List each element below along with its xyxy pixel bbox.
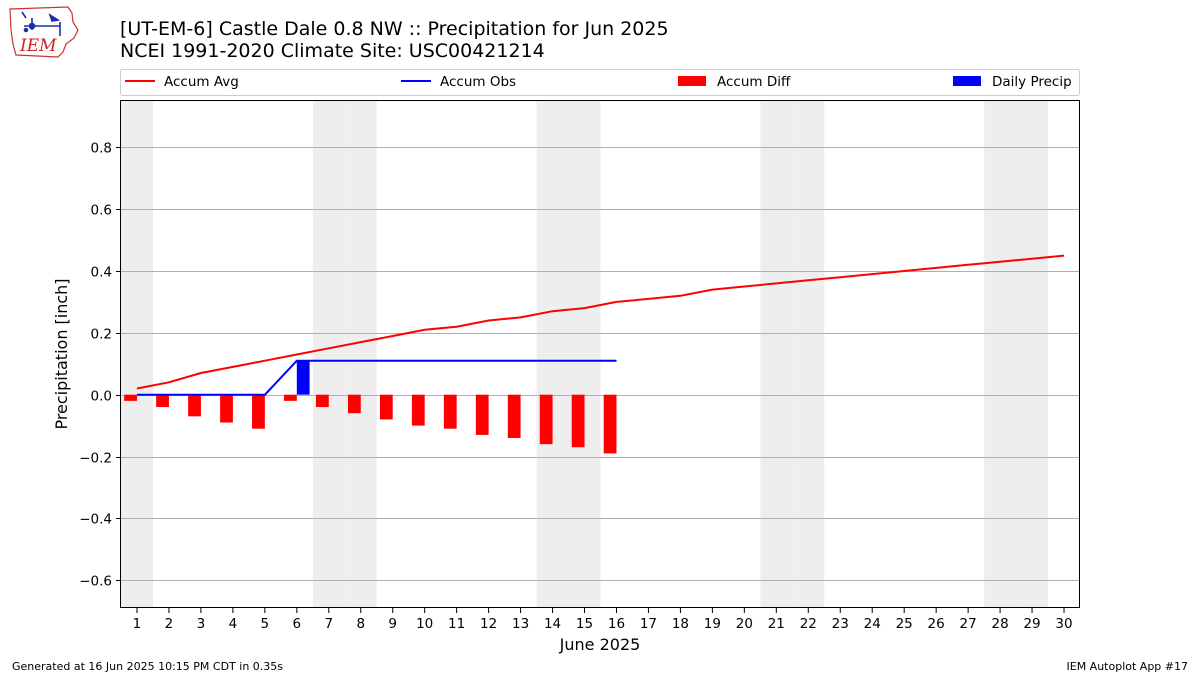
accum-diff-bar (252, 394, 265, 429)
x-tick-label: 25 (896, 616, 913, 632)
x-tick-label: 8 (356, 616, 365, 632)
iowa-outline-shape (9, 6, 79, 58)
accum-diff-bar (315, 394, 329, 408)
accum-diff-bar (475, 394, 489, 435)
legend-label-accum-diff: Accum Diff (717, 74, 791, 90)
weekend-shade-day-1 (121, 101, 153, 608)
y-tick-label: 0.2 (91, 327, 112, 343)
iem-logo: IEM (9, 6, 79, 58)
accum-diff-bar (571, 394, 585, 448)
x-tick-label: 6 (293, 616, 302, 632)
x-tick-label: 12 (480, 616, 497, 632)
y-tick-label: 0.0 (91, 389, 112, 405)
x-tick-label: 29 (1023, 616, 1040, 632)
legend-label-accum-avg: Accum Avg (164, 74, 239, 90)
lines (136, 254, 1065, 396)
accum-obs-line (137, 359, 617, 396)
x-tick-label: 14 (544, 616, 561, 632)
x-tick-label: 26 (928, 616, 945, 632)
weekend-shade-day-8 (344, 101, 377, 608)
y-tick-label: 0.4 (91, 265, 112, 281)
weekend-shade-day-14 (536, 101, 569, 608)
accum-diff-bar (539, 394, 553, 445)
legend-swatch-accum-diff (678, 76, 706, 86)
accum-diff-bar (443, 394, 457, 429)
bars (124, 360, 617, 454)
x-axis-title: June 2025 (559, 635, 641, 654)
x-tick-label: 7 (324, 616, 333, 632)
x-tick-label: 2 (165, 616, 174, 632)
footer-generated-text: Generated at 16 Jun 2025 10:15 PM CDT in… (12, 660, 283, 673)
logo-text: IEM (19, 36, 57, 56)
legend-frame (120, 69, 1080, 96)
accum-avg-line (136, 254, 1065, 390)
y-axis-title: Precipitation [inch] (52, 278, 71, 429)
accum-diff-bar (124, 394, 137, 401)
y-tick-label: −0.6 (79, 574, 112, 590)
x-tick-label: 11 (448, 616, 465, 632)
plot-frame (120, 100, 1080, 608)
x-tick-label: 16 (608, 616, 625, 632)
weekend-shading (121, 101, 1049, 608)
legend: Accum Avg Accum Obs Accum Diff Daily Pre… (120, 69, 1080, 96)
x-tick-label: 21 (768, 616, 785, 632)
weekend-shade-day-21 (760, 101, 793, 608)
legend-label-accum-obs: Accum Obs (440, 74, 516, 90)
daily-precip-bar (296, 360, 310, 395)
accum-diff-bar (284, 394, 297, 401)
x-tick-label: 30 (1055, 616, 1072, 632)
chart-title-line2: NCEI 1991-2020 Climate Site: USC00421214 (120, 40, 545, 62)
chart-title-line1: [UT-EM-6] Castle Dale 0.8 NW :: Precipit… (120, 18, 669, 40)
accum-diff-bar (507, 394, 521, 438)
accum-diff-bar (156, 394, 169, 408)
x-tick-label: 5 (261, 616, 270, 632)
y-axis-ticks: 0.8 0.6 0.4 0.2 0.0 −0.2 −0.4 −0.6 (79, 141, 121, 590)
x-tick-label: 1 (133, 616, 142, 632)
accum-diff-bar (347, 394, 361, 414)
x-tick-label: 22 (800, 616, 817, 632)
x-tick-label: 15 (576, 616, 593, 632)
x-tick-label: 19 (704, 616, 721, 632)
y-tick-label: 0.8 (91, 141, 112, 157)
x-tick-label: 27 (960, 616, 977, 632)
y-tick-label: 0.6 (91, 203, 112, 219)
legend-swatch-daily-precip (953, 76, 981, 86)
x-tick-label: 20 (736, 616, 753, 632)
y-tick-label: −0.2 (79, 451, 112, 467)
x-tick-label: 18 (672, 616, 689, 632)
x-tick-label: 28 (991, 616, 1008, 632)
weekend-shade-day-15 (568, 101, 601, 608)
accum-diff-bar (188, 394, 201, 417)
x-tick-label: 17 (640, 616, 657, 632)
y-gridlines (121, 147, 1080, 581)
accum-diff-bar (603, 394, 617, 454)
x-tick-label: 24 (864, 616, 881, 632)
weekend-shade-day-22 (792, 101, 825, 608)
weekend-shade-day-28 (984, 101, 1017, 608)
x-tick-label: 3 (197, 616, 206, 632)
x-tick-label: 13 (512, 616, 529, 632)
weekend-shade-day-7 (312, 101, 345, 608)
y-tick-label: −0.4 (79, 512, 112, 528)
x-tick-label: 10 (416, 616, 433, 632)
x-tick-label: 4 (229, 616, 238, 632)
x-axis-ticks: 1 2 3 4 5 6 7 8 9 10 11 12 13 14 15 16 17 18 19 20 21 22 23 24 2… (133, 608, 1073, 632)
x-tick-label: 23 (832, 616, 849, 632)
accum-diff-bar (411, 394, 425, 426)
legend-label-daily-precip: Daily Precip (992, 74, 1072, 90)
accum-diff-bar (379, 394, 393, 420)
footer-app-text: IEM Autoplot App #17 (1067, 660, 1189, 673)
weekend-shade-day-29 (1016, 101, 1049, 608)
accum-diff-bar (220, 394, 233, 423)
x-tick-label: 9 (388, 616, 397, 632)
weather-station-icon (21, 11, 61, 36)
